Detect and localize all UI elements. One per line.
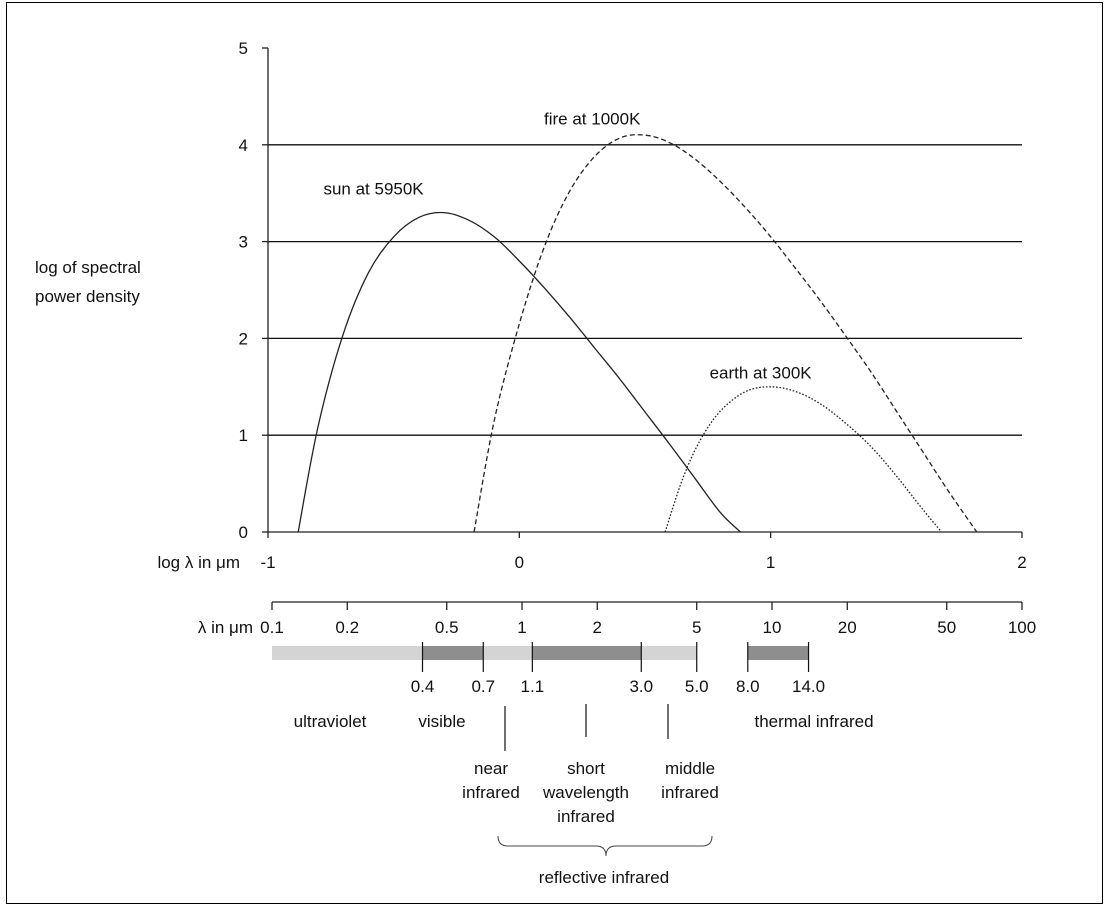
band-light	[272, 646, 423, 660]
figure-frame	[6, 2, 1103, 904]
region-middle-infrared-line: middle	[665, 759, 715, 778]
band-boundary-label: 8.0	[736, 677, 760, 696]
wavelength-tick-label: 100	[1008, 618, 1036, 637]
region-short-wavelength-line: wavelength	[542, 783, 629, 802]
region-visible: visible	[418, 712, 465, 731]
band-boundary-label: 0.4	[411, 677, 435, 696]
series-label: earth at 300K	[710, 363, 813, 382]
band-light	[641, 646, 697, 660]
region-labels: ultraviolet visible thermal infrared near in…	[294, 704, 874, 887]
series-lines	[297, 134, 978, 533]
y-tick-label: 5	[239, 39, 248, 58]
reflective-brace	[497, 835, 713, 857]
region-near-infrared-line: infrared	[462, 783, 520, 802]
tick-labels: 0 1 2 3 4 5 -1 0 1 2	[239, 39, 1027, 572]
band-boundary-label: 3.0	[629, 677, 653, 696]
band-boundary-label: 14.0	[792, 677, 825, 696]
band-boundary-label: 1.1	[521, 677, 545, 696]
x-tick-label: 2	[1017, 553, 1026, 572]
region-short-wavelength-line: infrared	[557, 807, 615, 826]
wavelength-scale: 0.1 0.2 0.5 1 2 5 10 20 50 100	[260, 601, 1036, 637]
region-middle-infrared-line: infrared	[661, 783, 719, 802]
band-dark	[422, 646, 484, 660]
y-tick-label: 1	[239, 426, 248, 445]
x-tick-label: -1	[260, 553, 275, 572]
band-boundary-label: 0.7	[471, 677, 495, 696]
spectral-bands: 0.4 0.7 1.1 3.0 5.0 8.0 14.0	[272, 642, 825, 696]
y-axis-label-line1: log of spectral	[35, 258, 141, 277]
wavelength-tick-label: 20	[838, 618, 857, 637]
wavelength-tick-label: 0.1	[260, 618, 284, 637]
band-boundary-label: 5.0	[685, 677, 709, 696]
wavelength-tick-label: 10	[763, 618, 782, 637]
x-tick-label: 0	[515, 553, 524, 572]
series-label: fire at 1000K	[544, 110, 641, 129]
series-line	[664, 386, 943, 533]
wavelength-scale-label: λ in μm	[198, 618, 253, 637]
y-tick-label: 0	[239, 523, 248, 542]
y-tick-label: 3	[239, 233, 248, 252]
axes	[262, 47, 1023, 538]
wavelength-tick-label: 50	[937, 618, 956, 637]
y-tick-label: 4	[239, 136, 248, 155]
band-dark	[532, 646, 642, 660]
grid-lines	[268, 144, 1022, 436]
region-reflective-infrared: reflective infrared	[539, 868, 669, 887]
series-line	[297, 211, 741, 533]
wavelength-tick-label: 0.5	[435, 618, 459, 637]
wavelength-tick-label: 2	[593, 618, 602, 637]
x-axis-label: log λ in μm	[157, 553, 240, 572]
region-ultraviolet: ultraviolet	[294, 712, 367, 731]
wavelength-tick-label: 1	[517, 618, 526, 637]
region-thermal-infrared: thermal infrared	[754, 712, 873, 731]
wavelength-tick-label: 0.2	[335, 618, 359, 637]
region-near-infrared-line: near	[474, 759, 508, 778]
series-labels: sun at 5950K fire at 1000K earth at 300K	[323, 110, 812, 383]
wavelength-tick-label: 5	[692, 618, 701, 637]
x-tick-label: 1	[766, 553, 775, 572]
band-light	[483, 646, 533, 660]
series-label: sun at 5950K	[323, 179, 424, 198]
region-short-wavelength-line: short	[567, 759, 605, 778]
series-line	[473, 134, 978, 533]
band-dark	[747, 646, 809, 660]
y-tick-label: 2	[239, 329, 248, 348]
y-axis-label-line2: power density	[35, 287, 140, 306]
